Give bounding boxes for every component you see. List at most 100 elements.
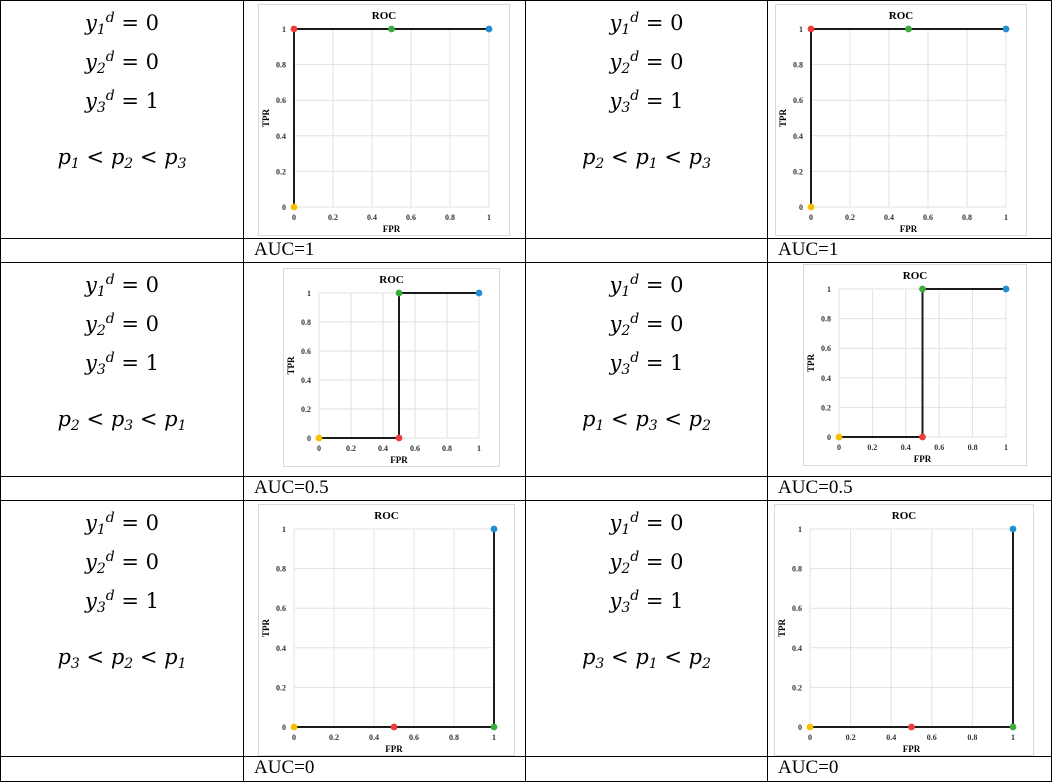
roc-curve — [810, 529, 1014, 728]
x-tick-label: 0.8 — [445, 213, 455, 222]
table-rule — [0, 262, 1052, 263]
probability-order: p2 < p3 < p1 — [57, 407, 187, 434]
x-tick-label: 0.2 — [846, 733, 856, 742]
label-equation: y3d = 1 — [84, 88, 160, 116]
x-tick-label: 1 — [477, 444, 481, 453]
roc-point — [490, 723, 498, 731]
x-tick-label: 0.4 — [884, 213, 894, 222]
y-axis-label: TPR — [777, 618, 787, 637]
y-tick-label: 0 — [798, 723, 802, 732]
auc-label: AUC=0 — [778, 757, 839, 778]
roc-point — [390, 723, 398, 731]
x-tick-label: 0.2 — [867, 443, 877, 452]
y-tick-label: 1 — [799, 25, 803, 34]
x-tick-label: 0 — [809, 213, 813, 222]
roc-point — [908, 723, 915, 731]
chart-title: ROC — [379, 274, 404, 286]
roc-point — [388, 25, 395, 33]
y-tick-label: 0 — [282, 723, 286, 732]
y-axis-label: TPR — [261, 108, 271, 127]
label-equation: y3d = 1 — [609, 588, 684, 616]
label-equation: y1d = 0 — [609, 272, 684, 300]
auc-label: AUC=0.5 — [254, 477, 329, 498]
roc-point — [919, 285, 926, 293]
label-equation: y1d = 0 — [609, 510, 684, 538]
roc-point — [905, 25, 912, 33]
y-tick-label: 0.4 — [301, 376, 311, 385]
probability-order: p2 < p1 < p3 — [581, 145, 712, 172]
roc-curve — [293, 28, 489, 207]
roc-point — [485, 25, 493, 33]
auc-label: AUC=0 — [254, 757, 315, 778]
probability-order: p3 < p1 < p2 — [581, 645, 712, 672]
y-tick-label: 0.4 — [793, 132, 803, 141]
roc-point — [1002, 285, 1010, 293]
y-tick-label: 0.2 — [821, 403, 831, 412]
chart-title: ROC — [892, 510, 917, 522]
y-axis-label: TPR — [286, 356, 296, 375]
roc-point — [835, 433, 843, 441]
table-rule — [0, 500, 1052, 501]
label-value: 0 — [145, 50, 160, 74]
condition-block: y1d = 0 y2d = 0 y3d = 1 p1 < p3 < p2 — [526, 267, 767, 440]
auc-label: AUC=1 — [254, 239, 315, 260]
x-tick-label: 1 — [1004, 213, 1008, 222]
y-tick-label: 0 — [827, 433, 831, 442]
y-tick-label: 0.2 — [792, 683, 802, 692]
y-tick-label: 0.2 — [793, 167, 803, 176]
roc-chart-svg: ROC 0 0.2 0.4 0.6 0.8 1 0 0.2 0.4 0.6 0.8 1 FPR TPR — [286, 274, 483, 465]
x-tick-label: 0 — [292, 733, 296, 742]
roc-curve — [810, 28, 1006, 207]
auc-label: AUC=1 — [778, 239, 839, 260]
label-equation: y2d = 0 — [84, 49, 160, 77]
y-tick-label: 0.6 — [792, 604, 802, 613]
x-tick-label: 1 — [1011, 733, 1015, 742]
x-tick-label: 0 — [837, 443, 841, 452]
roc-point — [807, 25, 815, 33]
label-value: 0 — [670, 550, 684, 574]
table-rule — [0, 238, 1052, 239]
roc-point — [919, 433, 926, 441]
roc-point — [806, 723, 814, 731]
x-tick-label: 0.4 — [369, 733, 379, 742]
x-axis-label: FPR — [914, 454, 932, 464]
roc-point — [1002, 25, 1010, 33]
label-equation: y2d = 0 — [609, 49, 684, 77]
roc-curve — [319, 292, 479, 439]
condition-block: y1d = 0 y2d = 0 y3d = 1 p1 < p2 < p3 — [1, 5, 243, 178]
y-tick-label: 0.4 — [276, 644, 286, 653]
label-value: 0 — [145, 11, 160, 35]
roc-chart-svg: ROC 0 0.2 0.4 0.6 0.8 1 0 0.2 0.4 0.6 0.8 1 FPR TPR — [777, 510, 1017, 754]
y-tick-label: 0.6 — [276, 604, 286, 613]
y-tick-label: 0.8 — [793, 61, 803, 70]
label-value: 0 — [670, 50, 684, 74]
label-value: 1 — [145, 351, 160, 375]
x-tick-label: 0.8 — [968, 443, 978, 452]
y-tick-label: 0.8 — [301, 318, 311, 327]
condition-block: y1d = 0 y2d = 0 y3d = 1 p3 < p1 < p2 — [526, 505, 767, 678]
x-tick-label: 0.6 — [406, 213, 416, 222]
condition-block: y1d = 0 y2d = 0 y3d = 1 p2 < p1 < p3 — [526, 5, 767, 178]
label-equation: y1d = 0 — [84, 272, 160, 300]
label-equation: y3d = 1 — [84, 588, 160, 616]
chart-title: ROC — [374, 510, 399, 522]
roc-point — [290, 203, 298, 211]
y-axis-label: TPR — [806, 353, 816, 372]
label-equation: y3d = 1 — [84, 350, 160, 378]
roc-point — [290, 723, 298, 731]
y-tick-label: 0.4 — [821, 374, 831, 383]
condition-block: y1d = 0 y2d = 0 y3d = 1 p2 < p3 < p1 — [1, 267, 243, 440]
table-rule — [0, 0, 1, 782]
label-value: 1 — [145, 89, 160, 113]
roc-curve — [839, 288, 1006, 438]
label-value: 0 — [145, 312, 160, 336]
label-equation: y2d = 0 — [84, 311, 160, 339]
roc-curve — [294, 529, 495, 728]
x-tick-label: 0.6 — [409, 733, 419, 742]
x-tick-label: 0.2 — [328, 213, 338, 222]
label-equation: y3d = 1 — [609, 88, 684, 116]
y-tick-label: 0.6 — [276, 96, 286, 105]
x-tick-label: 0 — [292, 213, 296, 222]
label-value: 0 — [145, 550, 160, 574]
roc-point — [315, 434, 323, 442]
